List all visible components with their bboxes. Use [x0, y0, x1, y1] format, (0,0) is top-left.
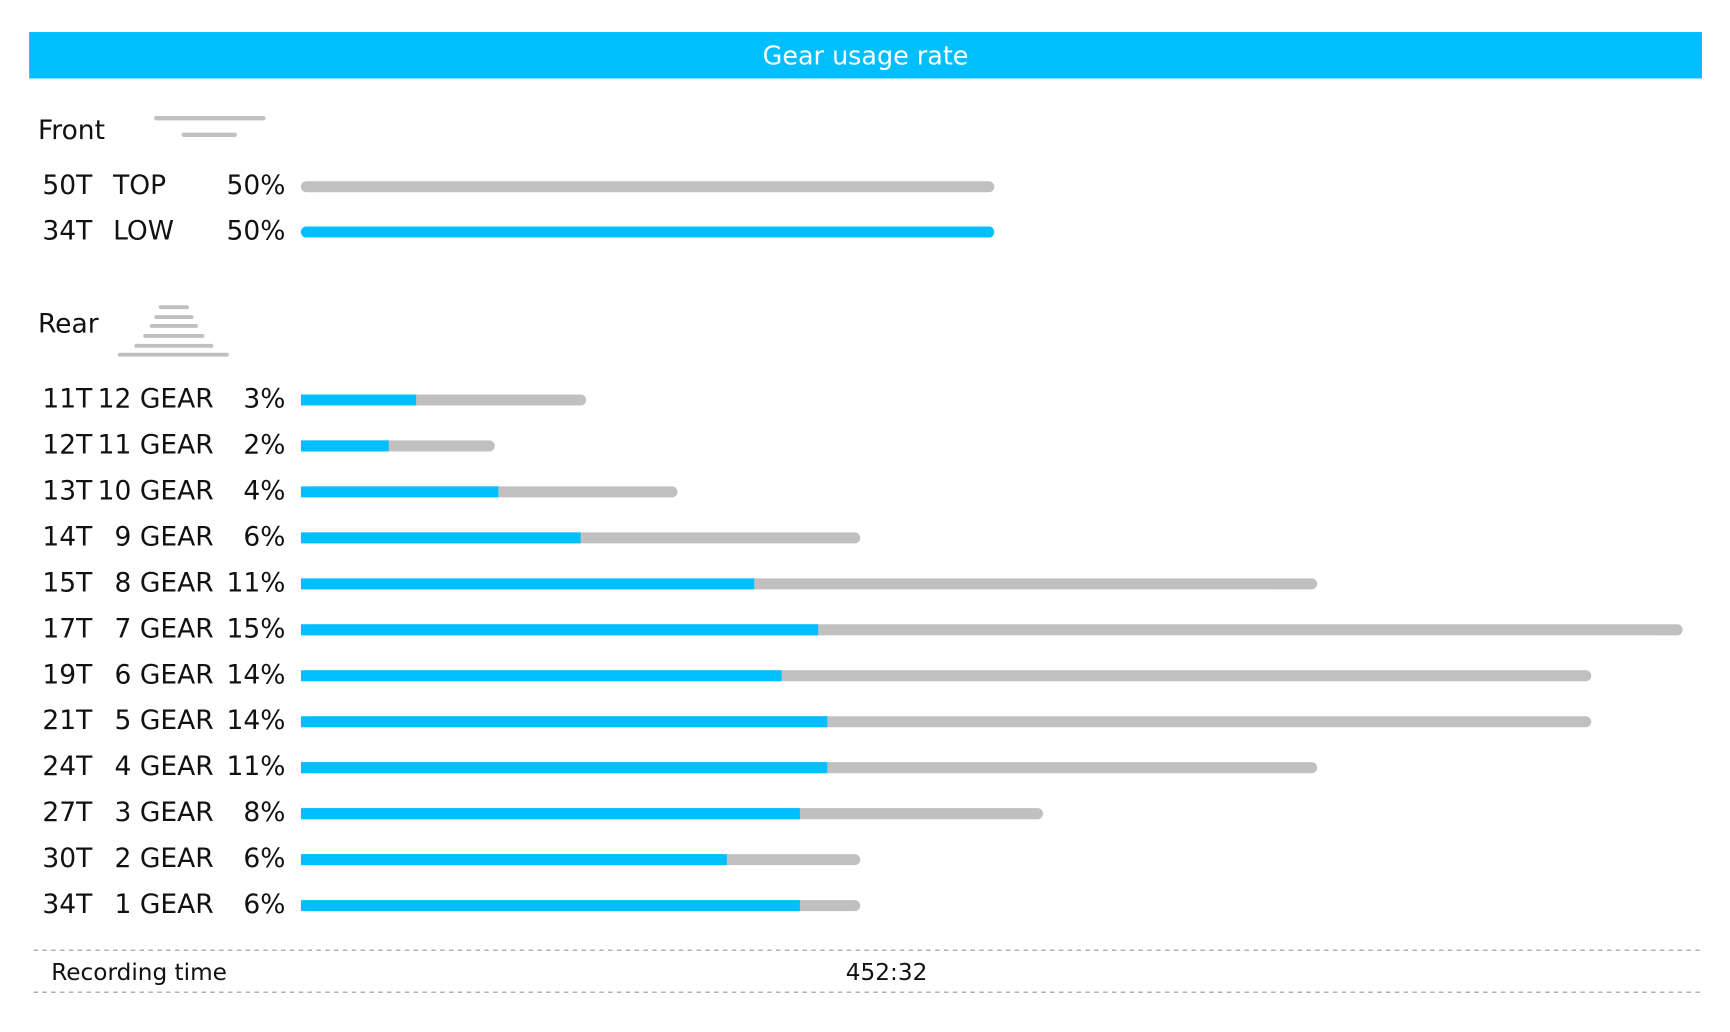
gear-label: 9 GEAR — [115, 521, 214, 552]
gear-label: 5 GEAR — [115, 705, 214, 736]
cog-label: 30T — [42, 843, 93, 874]
gear-label: 1 GEAR — [115, 889, 214, 920]
cog-label: 24T — [42, 751, 93, 782]
gear-label: TOP — [112, 170, 166, 201]
percent-label: 11% — [227, 751, 286, 782]
title: Gear usage rate — [763, 40, 969, 70]
gear-label: 10 GEAR — [98, 475, 214, 506]
percent-label: 50% — [227, 170, 286, 201]
rear-title: Rear — [38, 308, 99, 339]
gear-label: 6 GEAR — [115, 659, 214, 690]
cog-label: 11T — [42, 383, 93, 414]
percent-label: 6% — [243, 521, 285, 552]
cog-label: 34T — [42, 889, 93, 920]
gear-label: 2 GEAR — [115, 843, 214, 874]
percent-label: 6% — [243, 889, 285, 920]
cog-label: 12T — [42, 429, 93, 460]
gear-label: 4 GEAR — [115, 751, 214, 782]
percent-label: 4% — [243, 475, 285, 506]
footer-label: Recording time — [51, 959, 227, 986]
gear-label: LOW — [113, 216, 174, 247]
cog-label: 27T — [42, 797, 93, 828]
cog-label: 17T — [42, 613, 93, 644]
gear-label: 7 GEAR — [115, 613, 214, 644]
percent-label: 2% — [243, 429, 285, 460]
percent-label: 15% — [227, 613, 286, 644]
rear-icon — [117, 305, 229, 357]
gear-label: 12 GEAR — [98, 383, 214, 414]
gear-label: 3 GEAR — [115, 797, 214, 828]
percent-label: 14% — [227, 705, 286, 736]
cog-label: 34T — [42, 216, 93, 247]
percent-label: 3% — [243, 383, 285, 414]
cog-label: 21T — [42, 705, 93, 736]
percent-label: 6% — [243, 843, 285, 874]
cog-label: 19T — [42, 659, 93, 690]
percent-label: 8% — [243, 797, 285, 828]
gear-label: 11 GEAR — [98, 429, 214, 460]
cog-label: 15T — [42, 567, 93, 598]
cog-label: 14T — [42, 521, 93, 552]
percent-label: 11% — [227, 567, 286, 598]
title-bar — [29, 32, 1702, 79]
gear-label: 8 GEAR — [115, 567, 214, 598]
footer-value: 452:32 — [846, 959, 928, 986]
front-icon — [153, 116, 266, 138]
percent-label: 14% — [227, 659, 286, 690]
front-title: Front — [38, 115, 105, 146]
percent-label: 50% — [227, 216, 286, 247]
cog-label: 50T — [42, 170, 93, 201]
cog-label: 13T — [42, 475, 93, 506]
